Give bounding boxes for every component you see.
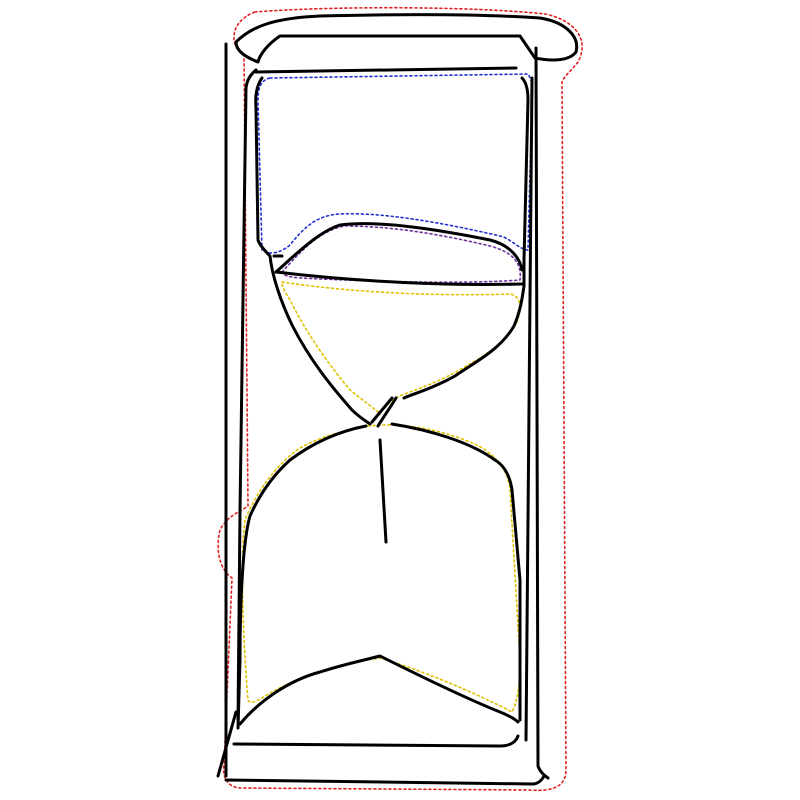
bottom-base-outer — [224, 774, 546, 786]
left-inner-post — [236, 68, 258, 722]
upper-sand-outline — [281, 225, 521, 283]
lower-sand-pile — [238, 654, 520, 726]
base-left-tick — [216, 710, 238, 778]
hourglass-neck-left — [370, 396, 394, 424]
falling-sand-stream — [378, 438, 388, 544]
bottom-base-inner — [232, 734, 520, 748]
upper-funnel-right-wall — [402, 284, 526, 400]
hourglass-neck-right — [376, 396, 398, 428]
top-bar — [254, 66, 518, 74]
upper-sand-funnel-outline — [281, 281, 521, 413]
lower-bulb-left-wall — [236, 424, 368, 730]
frame-outline — [217, 6, 583, 792]
upper-bulb-right-wall — [520, 76, 530, 288]
lower-bulb-right-wall — [390, 422, 522, 722]
top-cap — [234, 13, 579, 64]
upper-sand-base — [274, 270, 524, 286]
right-frame-post — [534, 46, 550, 780]
upper-sand-surface — [274, 222, 524, 274]
upper-bulb-left-wall — [254, 76, 372, 426]
right-inner-post — [524, 76, 534, 742]
